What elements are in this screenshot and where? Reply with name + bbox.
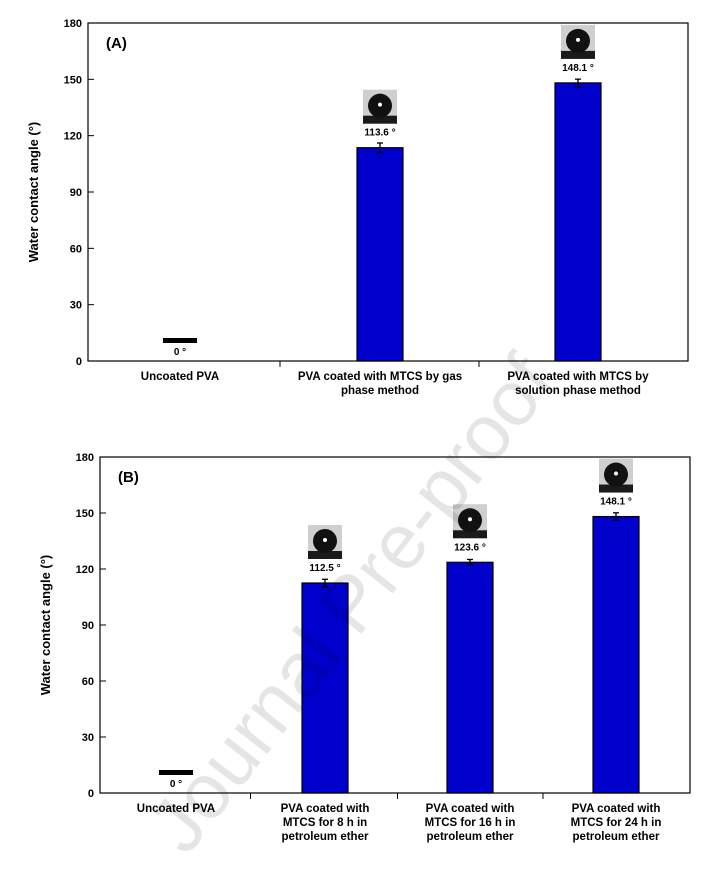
- y-tick-label: 60: [70, 243, 82, 255]
- droplet-highlight: [468, 517, 472, 522]
- panel-b: 0 30 60 90 120 150 180 Water contact angle (°) (…: [38, 452, 691, 843]
- y-tick-label: 30: [70, 300, 82, 312]
- bar: [554, 82, 602, 362]
- category-label: PVA coated with MTCS by: [507, 371, 649, 383]
- y-tick-label: 0: [76, 356, 82, 368]
- droplet-substrate: [308, 551, 342, 559]
- y-tick-label: 0: [88, 788, 94, 800]
- y-tick-label: 150: [64, 74, 82, 86]
- y-tick-label: 90: [70, 187, 82, 199]
- category-label: MTCS for 16 h in: [425, 817, 516, 829]
- uncoated-sample-mark: [159, 770, 193, 775]
- category-label: Uncoated PVA: [141, 371, 219, 383]
- y-axis-label: Water contact angle (°): [26, 122, 41, 263]
- category-label: petroleum ether: [282, 831, 369, 843]
- y-tick-label: 90: [82, 620, 94, 632]
- droplet-substrate: [561, 50, 595, 59]
- panel-label: (A): [106, 35, 127, 52]
- data-label: 0 °: [170, 779, 182, 790]
- droplet-substrate: [599, 484, 633, 493]
- category-label: PVA coated with: [281, 803, 370, 815]
- data-label: 113.6 °: [364, 128, 395, 139]
- category-label: petroleum ether: [427, 831, 514, 843]
- category-label: PVA coated with MTCS by gas: [298, 371, 462, 383]
- droplet-highlight: [614, 471, 618, 476]
- category-label: solution phase method: [515, 385, 641, 397]
- category-label: PVA coated with: [426, 803, 515, 815]
- y-tick-label: 30: [82, 732, 94, 744]
- data-label: 148.1 °: [562, 63, 594, 74]
- y-tick-label: 60: [82, 676, 94, 688]
- droplet-substrate: [363, 115, 397, 124]
- y-tick-label: 180: [76, 452, 94, 464]
- droplet-highlight: [576, 37, 580, 42]
- data-label: 0 °: [174, 347, 186, 358]
- y-axis-label: Water contact angle (°): [38, 555, 53, 696]
- bar: [446, 561, 494, 794]
- category-label: petroleum ether: [573, 831, 660, 843]
- uncoated-sample-mark: [163, 338, 197, 343]
- data-label: 123.6 °: [454, 542, 486, 553]
- data-label: 148.1 °: [600, 497, 632, 508]
- y-tick-label: 120: [76, 564, 94, 576]
- y-tick-label: 120: [64, 131, 82, 143]
- y-tick-label: 150: [76, 508, 94, 520]
- droplet-highlight: [378, 102, 382, 107]
- bar: [592, 515, 640, 794]
- panel-label: (B): [118, 469, 139, 486]
- category-label: phase method: [341, 385, 419, 397]
- bar: [356, 147, 404, 362]
- panel-a: 0 30 60 90 120 150 180 Water contact angle (°) (…: [26, 18, 689, 397]
- category-label: PVA coated with: [572, 803, 661, 815]
- category-label: MTCS for 24 h in: [571, 817, 662, 829]
- droplet-substrate: [453, 530, 487, 539]
- data-label: 112.5 °: [309, 563, 340, 574]
- watermark: Journal Pre-proof: [131, 339, 572, 864]
- droplet-highlight: [323, 538, 327, 542]
- category-label: Uncoated PVA: [137, 803, 215, 815]
- y-tick-label: 180: [64, 18, 82, 30]
- category-label: MTCS for 8 h in: [283, 817, 367, 829]
